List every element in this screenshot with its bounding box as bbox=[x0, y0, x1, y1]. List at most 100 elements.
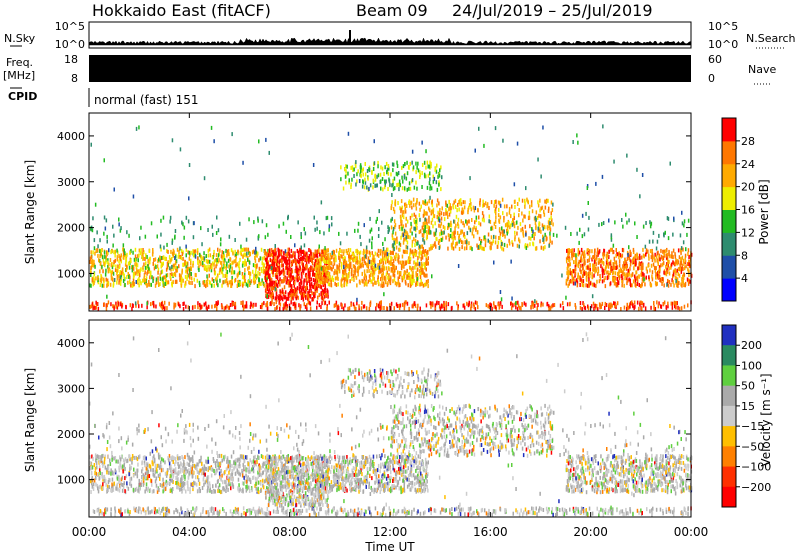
scatter-cell bbox=[320, 263, 322, 268]
scatter-cell bbox=[662, 249, 664, 254]
scatter-cell bbox=[144, 278, 147, 283]
scatter-cell bbox=[440, 231, 443, 236]
scatter-cell bbox=[236, 284, 239, 288]
scatter-cell bbox=[422, 234, 425, 239]
scatter-cell bbox=[160, 218, 162, 223]
scatter-cell bbox=[144, 270, 146, 275]
scatter-cell bbox=[304, 250, 306, 255]
scatter-cell bbox=[430, 220, 433, 225]
scatter-cell bbox=[449, 206, 451, 211]
scatter-cell bbox=[426, 259, 428, 264]
scatter-cell bbox=[205, 305, 208, 310]
scatter-cell bbox=[102, 269, 104, 274]
scatter-cell bbox=[243, 275, 245, 280]
scatter-cell bbox=[672, 232, 674, 237]
scatter-cell bbox=[397, 280, 400, 285]
scatter-cell bbox=[434, 305, 437, 310]
scatter-cell bbox=[279, 277, 281, 282]
scatter-cell bbox=[279, 289, 281, 294]
scatter-cell bbox=[577, 248, 580, 252]
scatter-cell bbox=[270, 282, 272, 287]
scatter-cell bbox=[94, 202, 97, 207]
scatter-cell bbox=[207, 228, 209, 232]
scatter-cell bbox=[269, 282, 271, 287]
scatter-cell bbox=[324, 289, 326, 294]
scatter-cell bbox=[421, 163, 424, 167]
scatter-cell bbox=[343, 259, 345, 264]
scatter-cell bbox=[229, 303, 232, 307]
scatter-cell bbox=[341, 277, 343, 282]
scatter-cell bbox=[644, 282, 646, 287]
scatter-cell bbox=[297, 295, 299, 300]
scatter-cell bbox=[310, 256, 312, 261]
scatter-cell bbox=[415, 170, 417, 175]
scatter-cell bbox=[436, 203, 438, 208]
scatter-cell bbox=[648, 256, 650, 261]
scatter-cell bbox=[406, 245, 409, 250]
scatter-cell bbox=[145, 261, 147, 266]
scatter-cell bbox=[416, 200, 418, 205]
scatter-cell bbox=[663, 252, 665, 257]
scatter-cell bbox=[409, 265, 411, 270]
scatter-cell bbox=[601, 267, 603, 272]
scatter-cell bbox=[177, 465, 180, 470]
scatter-cell bbox=[138, 485, 140, 490]
scatter-cell bbox=[462, 303, 464, 308]
scatter-cell bbox=[548, 306, 550, 311]
scatter-cell bbox=[374, 260, 376, 265]
scatter-cell bbox=[106, 252, 108, 257]
scatter-cell bbox=[626, 306, 629, 311]
scatter-cell bbox=[424, 282, 426, 287]
scatter-cell bbox=[401, 213, 404, 218]
scatter-cell bbox=[376, 174, 378, 179]
scatter-cell bbox=[393, 237, 395, 242]
scatter-cell bbox=[387, 225, 389, 230]
scatter-cell bbox=[548, 217, 551, 222]
scatter-cell bbox=[382, 247, 385, 251]
scatter-cell bbox=[659, 257, 661, 262]
scatter-cell bbox=[103, 262, 105, 267]
scatter-cell bbox=[307, 300, 310, 305]
scatter-cell bbox=[479, 222, 482, 227]
scatter-cell bbox=[423, 252, 426, 257]
scatter-cell bbox=[104, 226, 107, 231]
scatter-cell bbox=[510, 223, 512, 228]
scatter-cell bbox=[359, 250, 362, 255]
scatter-cell bbox=[399, 303, 402, 308]
scatter-cell bbox=[489, 219, 492, 224]
scatter-cell bbox=[342, 306, 345, 311]
scatter-cell bbox=[298, 253, 300, 257]
scatter-cell bbox=[482, 246, 484, 251]
scatter-cell bbox=[419, 217, 421, 222]
scatter-cell bbox=[602, 271, 604, 275]
scatter-cell bbox=[139, 273, 141, 278]
scatter-cell bbox=[242, 462, 244, 467]
scatter-cell bbox=[282, 255, 285, 260]
scatter-cell bbox=[565, 295, 567, 300]
scatter-cell bbox=[413, 226, 415, 231]
scatter-cell bbox=[413, 237, 415, 242]
scatter-cell bbox=[312, 163, 315, 167]
scatter-cell bbox=[369, 183, 372, 188]
scatter-cell bbox=[154, 257, 157, 262]
scatter-cell bbox=[380, 303, 382, 308]
scatter-cell bbox=[391, 200, 393, 205]
scatter-cell bbox=[144, 234, 147, 239]
scatter-cell bbox=[533, 216, 536, 221]
scatter-cell bbox=[462, 221, 464, 226]
scatter-cell bbox=[396, 236, 398, 241]
scatter-cell bbox=[409, 215, 412, 220]
scatter-cell bbox=[213, 259, 216, 264]
scatter-cell bbox=[613, 256, 616, 261]
scatter-cell bbox=[406, 301, 409, 306]
scatter-cell bbox=[628, 272, 630, 277]
scatter-cell bbox=[152, 300, 155, 305]
scatter-cell bbox=[227, 305, 230, 310]
scatter-cell bbox=[594, 248, 596, 253]
scatter-cell bbox=[97, 244, 99, 249]
scatter-cell bbox=[453, 200, 455, 205]
scatter-cell bbox=[242, 283, 244, 288]
scatter-cell bbox=[596, 255, 598, 259]
scatter-cell bbox=[598, 257, 600, 262]
scatter-cell bbox=[676, 277, 679, 282]
